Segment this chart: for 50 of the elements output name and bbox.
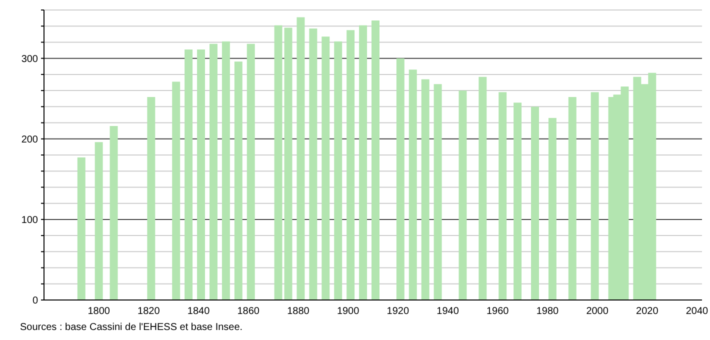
bar xyxy=(359,25,368,300)
bar xyxy=(94,142,103,300)
bar xyxy=(110,126,118,300)
bar xyxy=(296,17,305,300)
bar xyxy=(478,76,487,300)
y-tick-label: 0 xyxy=(32,296,38,306)
bar xyxy=(421,79,430,300)
y-tick-label: 200 xyxy=(21,134,38,146)
source-note: Sources : base Cassini de l'EHESS et base Insee. xyxy=(20,322,243,333)
bar xyxy=(172,82,180,300)
y-tick-label: 300 xyxy=(21,54,38,65)
bar xyxy=(498,92,507,300)
bar xyxy=(334,41,342,300)
x-tick-label: 1980 xyxy=(536,306,560,317)
bar xyxy=(274,25,282,300)
bar xyxy=(568,97,576,300)
bar xyxy=(458,90,467,300)
bar xyxy=(246,44,255,300)
bar xyxy=(408,70,417,300)
bar xyxy=(209,44,218,300)
bar xyxy=(434,84,442,300)
x-tick-label: 2040 xyxy=(686,306,709,317)
bar xyxy=(396,58,404,300)
y-tick-label: 100 xyxy=(21,214,38,226)
bar xyxy=(346,30,355,300)
x-tick-label: 1880 xyxy=(287,306,310,317)
bar xyxy=(222,41,230,300)
bar xyxy=(184,49,193,300)
x-tick-label: 1900 xyxy=(336,306,360,317)
bar xyxy=(372,20,380,300)
x-tick-label: 1840 xyxy=(187,306,210,317)
bar xyxy=(590,92,599,300)
bar xyxy=(309,28,318,300)
x-tick-label: 1920 xyxy=(386,306,410,317)
x-tick-label: 1820 xyxy=(138,306,160,317)
x-tick-label: 1800 xyxy=(88,306,110,317)
bar xyxy=(234,62,242,300)
x-tick-label: 1860 xyxy=(237,306,260,317)
bar xyxy=(147,97,156,300)
x-tick-label: 1940 xyxy=(436,306,460,317)
bar xyxy=(548,118,556,300)
x-tick-label: 2000 xyxy=(586,306,609,317)
x-tick-label: 1960 xyxy=(486,306,510,317)
bar xyxy=(77,157,86,300)
bar xyxy=(197,49,206,300)
x-tick-label: 2020 xyxy=(636,306,659,317)
bar xyxy=(514,102,522,300)
bar xyxy=(322,36,330,300)
bar xyxy=(531,106,539,300)
bar xyxy=(284,28,292,300)
